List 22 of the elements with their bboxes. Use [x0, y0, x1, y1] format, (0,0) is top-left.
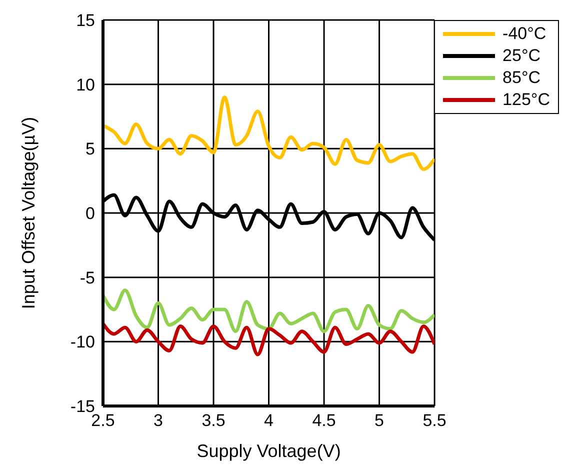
legend-label: 25°C [502, 46, 541, 66]
legend-label: 125°C [502, 90, 550, 110]
y-tick-label: 5 [86, 140, 95, 159]
x-tick-label: 4 [264, 411, 274, 430]
x-tick-label: 3 [154, 411, 163, 430]
x-tick-label: 3.5 [202, 411, 226, 430]
legend-label: 85°C [502, 68, 541, 88]
x-tick-label: 2.5 [91, 411, 115, 430]
x-axis-title: Supply Voltage(V) [196, 440, 341, 461]
y-tick-label: 15 [76, 11, 95, 30]
y-tick-label: -5 [80, 268, 95, 288]
line-series [103, 322, 435, 356]
line-series [103, 95, 435, 172]
legend-label: -40°C [502, 24, 546, 44]
x-tick-label: 5.5 [422, 411, 446, 430]
y-axis-title: Input Offset Voltage(µV) [18, 116, 38, 310]
x-tick-label: 4.5 [312, 411, 336, 430]
line-series [103, 288, 435, 334]
y-tick-label: -10 [70, 332, 95, 352]
y-tick-label: 0 [86, 204, 95, 224]
x-tick-label: 5 [374, 411, 384, 430]
y-tick-label: 10 [76, 75, 95, 94]
